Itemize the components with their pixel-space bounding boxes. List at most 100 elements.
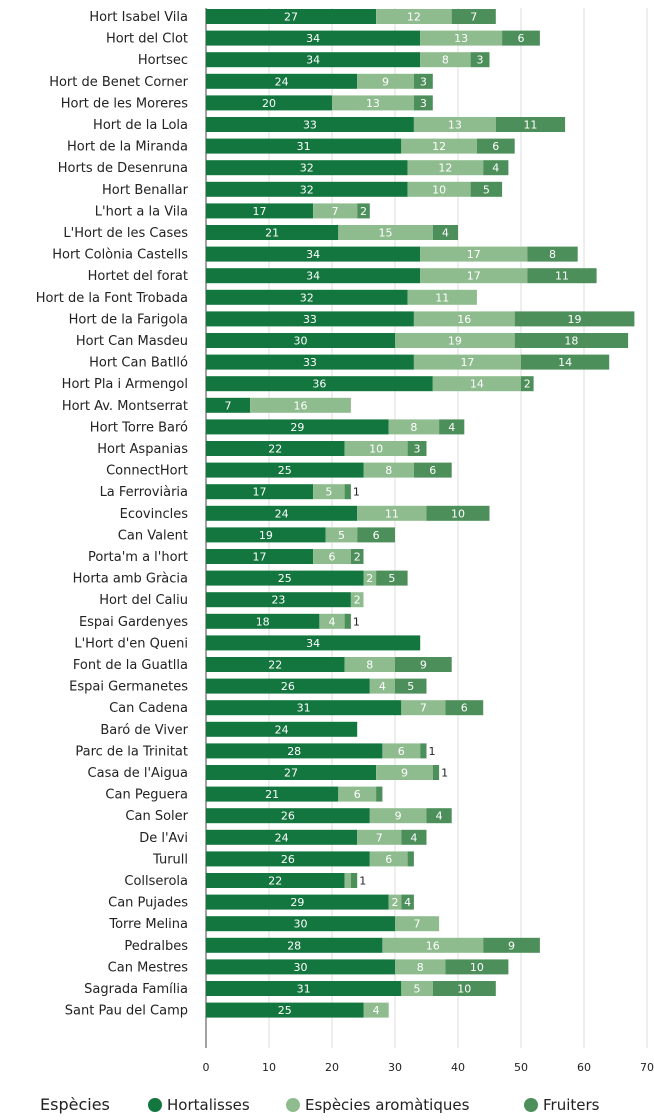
data-label: 8 (366, 659, 373, 672)
data-label: 19 (448, 335, 462, 348)
data-label: 5 (414, 983, 421, 996)
category-label: Can Mestres (108, 960, 189, 975)
bar-segment (426, 808, 452, 824)
data-label: 8 (417, 961, 424, 974)
data-label: 19 (568, 313, 582, 326)
category-label: Hort Av. Montserrat (62, 399, 188, 414)
bar-segment (344, 657, 395, 672)
bar-segment (527, 246, 578, 262)
data-label: 17 (253, 205, 267, 218)
bar-segment (470, 52, 490, 68)
data-label: 6 (461, 702, 468, 715)
category-label: Horts de Desenruna (58, 161, 188, 176)
bar-segment (470, 181, 503, 197)
bar-segment (401, 700, 446, 716)
data-label: 13 (366, 97, 380, 110)
bar-segment (206, 160, 408, 176)
bar-segment (206, 1002, 364, 1018)
data-label: 13 (448, 119, 462, 132)
data-label: 2 (354, 551, 361, 564)
bar-segment (206, 959, 395, 975)
data-label: 25 (278, 1004, 292, 1017)
bar-segment (206, 829, 358, 845)
data-label: 24 (275, 507, 289, 520)
category-label: La Ferroviària (100, 485, 188, 500)
data-label: 34 (306, 270, 320, 283)
data-label: 8 (442, 54, 449, 67)
category-label: Ecovincles (120, 507, 189, 522)
bar-segment (206, 268, 421, 284)
x-tick-label: 0 (203, 1061, 210, 1074)
data-label: 2 (360, 205, 367, 218)
data-label: 32 (300, 183, 314, 196)
bar-segment (206, 138, 402, 154)
bar-segment (432, 376, 521, 392)
data-label: 6 (429, 464, 436, 477)
bar-segment (206, 721, 358, 737)
bar-segment (395, 959, 446, 975)
category-label: Font de la Guatlla (73, 658, 188, 673)
bar-segment (206, 937, 383, 953)
bar-segment (413, 311, 515, 327)
legend: Espècies Hortalisses Espècies aromàtiques… (40, 1095, 600, 1114)
bar-segment (357, 527, 395, 543)
bar-segment (206, 462, 364, 478)
data-label: 15 (379, 227, 393, 240)
bar-segment (325, 527, 358, 543)
data-label: 10 (432, 183, 446, 196)
data-label: 9 (401, 767, 408, 780)
bar-segment (413, 117, 496, 132)
bar-segment (206, 981, 402, 996)
bar-segment (350, 873, 358, 888)
data-label: 6 (518, 32, 525, 45)
category-label: Espai Gardenyes (79, 615, 188, 630)
data-label: 1 (429, 745, 436, 758)
data-label: 9 (420, 659, 427, 672)
data-label: 4 (404, 896, 411, 909)
bar-segment (344, 873, 351, 888)
category-label: Hort del Clot (106, 32, 188, 47)
data-label: 17 (253, 486, 267, 499)
data-label: 28 (287, 939, 301, 952)
data-label: 13 (454, 32, 468, 45)
bar-segment (432, 225, 458, 240)
data-label: 10 (457, 983, 471, 996)
data-label: 31 (297, 702, 311, 715)
data-label: 3 (420, 97, 427, 110)
data-label: 29 (290, 896, 304, 909)
data-label: 7 (225, 399, 232, 412)
data-label: 14 (558, 356, 572, 369)
bar-segment (344, 441, 408, 456)
data-label: 9 (508, 939, 515, 952)
data-label: 32 (300, 162, 314, 175)
data-label: 5 (338, 529, 345, 542)
category-label: Casa de l'Aigua (88, 766, 188, 781)
bar-segment (338, 225, 433, 240)
data-label: 4 (448, 421, 455, 434)
bar-segment (413, 354, 521, 370)
data-label: 4 (442, 227, 449, 240)
data-label: 18 (256, 615, 270, 628)
category-label: Turull (152, 852, 188, 867)
bar-segment (420, 246, 528, 262)
bar-segment (407, 160, 484, 176)
category-label: Espai Germanetes (69, 680, 188, 695)
data-label: 22 (268, 659, 282, 672)
data-label: 25 (278, 464, 292, 477)
category-label: Hort Can Masdeu (76, 334, 188, 349)
legend-label: Hortalisses (167, 1096, 250, 1114)
bar-segment (432, 765, 440, 780)
data-label: 1 (359, 875, 366, 888)
bar-segment (206, 441, 345, 456)
category-labels: Hort Isabel Vila Hort del Clot Hortsec Hort… (36, 10, 189, 1019)
data-label: 24 (275, 723, 289, 736)
category-label: Hort de la Miranda (67, 140, 188, 155)
bar-segment (401, 894, 414, 910)
data-label: 23 (271, 594, 285, 607)
data-label: 29 (290, 421, 304, 434)
bar-segment (376, 765, 433, 780)
data-label: 17 (460, 356, 474, 369)
bar-segment (376, 9, 452, 24)
data-label: 8 (410, 421, 417, 434)
